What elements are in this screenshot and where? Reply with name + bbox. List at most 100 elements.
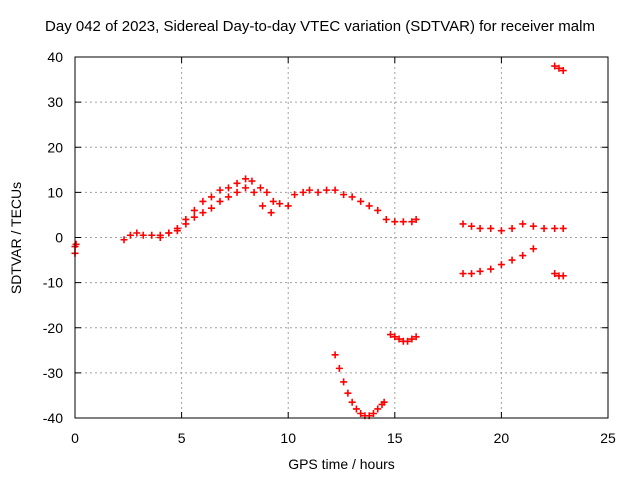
y-tick-label: 20 (47, 139, 63, 155)
plot-frame (74, 56, 609, 419)
x-tick-label: 10 (280, 430, 296, 446)
data-point (348, 193, 356, 201)
data-point (139, 231, 147, 239)
data-point (391, 218, 399, 226)
y-tick-label: -40 (43, 410, 63, 426)
data-point (314, 188, 322, 196)
data-point (374, 405, 382, 413)
data-point (365, 202, 373, 210)
data-point (357, 197, 365, 205)
data-point (412, 333, 420, 341)
data-point (412, 215, 420, 223)
y-tick-label: 10 (47, 184, 63, 200)
data-point (207, 193, 215, 201)
data-point (540, 224, 548, 232)
data-point (256, 184, 264, 192)
data-point (233, 188, 241, 196)
grid (75, 57, 608, 418)
y-tick-label: -20 (43, 320, 63, 336)
data-point (242, 184, 250, 192)
data-point (476, 267, 484, 275)
data-point (269, 197, 277, 205)
x-axis-label: GPS time / hours (288, 456, 395, 472)
data-point (207, 204, 215, 212)
data-point (148, 231, 156, 239)
data-point (299, 188, 307, 196)
data-point (331, 186, 339, 194)
data-point (497, 227, 505, 235)
data-point (519, 220, 527, 228)
series-late-high (551, 62, 567, 75)
data-point (395, 335, 403, 343)
data-point (190, 206, 198, 214)
data-point (408, 335, 416, 343)
data-point (551, 224, 559, 232)
data-point (559, 67, 567, 75)
data-point (529, 245, 537, 253)
data-point (404, 337, 412, 345)
data-point (276, 200, 284, 208)
y-axis-label: SDTVAR / TECUs (8, 181, 24, 295)
axis-ticks: 0 5 10 15 20 25 -40 -30 -20 -10 0 10 20 30 40 (43, 49, 616, 446)
y-tick-label: 40 (47, 49, 63, 65)
x-tick-label: 25 (600, 430, 616, 446)
data-point (331, 351, 339, 359)
data-point (248, 177, 256, 185)
data-point (357, 409, 365, 417)
data-point (508, 256, 516, 264)
data-point (391, 333, 399, 341)
data-point (352, 405, 360, 413)
series-late-lower (459, 245, 537, 278)
series-main-trace-lower-band (156, 184, 275, 239)
data-point (459, 270, 467, 278)
data-point (508, 224, 516, 232)
data-point (199, 209, 207, 217)
data-point (380, 398, 388, 406)
data-point (374, 206, 382, 214)
data-point (126, 231, 134, 239)
data-point (344, 389, 352, 397)
data-point (348, 398, 356, 406)
series-late-upper (459, 220, 567, 235)
data-point (387, 331, 395, 339)
data-point (487, 265, 495, 273)
data-point (323, 186, 331, 194)
data-point (459, 220, 467, 228)
data-point (559, 224, 567, 232)
data-point (529, 222, 537, 230)
x-tick-label: 20 (494, 430, 510, 446)
data-point (468, 222, 476, 230)
x-tick-label: 15 (387, 430, 403, 446)
data-point (233, 179, 241, 187)
data-point (173, 227, 181, 235)
chart-title: Day 042 of 2023, Sidereal Day-to-day VTE… (45, 18, 595, 35)
data-point (487, 224, 495, 232)
data-point (182, 220, 190, 228)
series-main-trace (120, 175, 420, 244)
data-point (199, 197, 207, 205)
data-point (225, 184, 233, 192)
y-tick-label: -30 (43, 365, 63, 381)
data-point (340, 191, 348, 199)
data-point (72, 240, 80, 248)
data-point (551, 270, 559, 278)
data-point (408, 218, 416, 226)
data-point (242, 175, 250, 183)
data-point (476, 224, 484, 232)
data-point (335, 364, 343, 372)
data-point (216, 186, 224, 194)
series-deep-dip (331, 351, 388, 420)
data-points (71, 62, 567, 420)
data-point (519, 252, 527, 260)
data-point (559, 272, 567, 280)
data-point (259, 202, 267, 210)
y-tick-label: 30 (47, 94, 63, 110)
series-early (71, 240, 80, 257)
data-point (133, 229, 141, 237)
data-point (291, 191, 299, 199)
data-point (165, 229, 173, 237)
data-point (156, 231, 164, 239)
data-point (468, 270, 476, 278)
y-tick-label: -10 (43, 275, 63, 291)
data-point (267, 209, 275, 217)
